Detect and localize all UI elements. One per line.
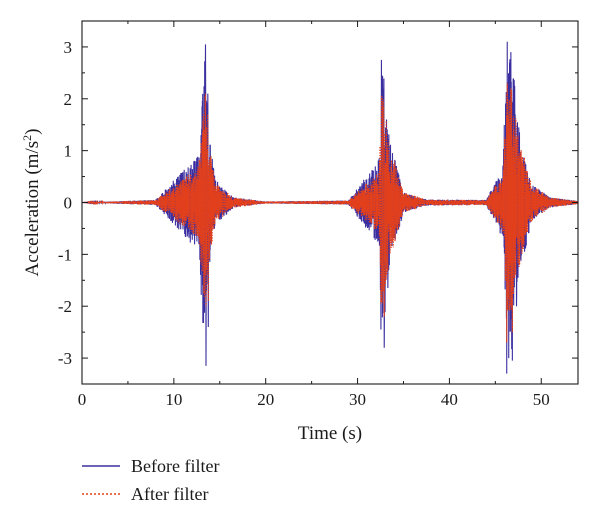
series-line-after-filter — [82, 83, 578, 343]
y-tick-label: -1 — [58, 245, 72, 264]
x-axis-title: Time (s) — [298, 423, 362, 444]
y-axis-title-main: Acceleration (m/s — [22, 141, 43, 277]
x-tick-label: 50 — [533, 390, 550, 409]
x-tick-label: 20 — [257, 390, 274, 409]
legend: Before filter After filter — [82, 456, 219, 504]
y-tick-label: -2 — [58, 297, 72, 316]
x-tick-label: 30 — [349, 390, 366, 409]
y-tick-label: 0 — [64, 194, 73, 213]
x-tick-label: 0 — [78, 390, 87, 409]
legend-label-after-filter: After filter — [131, 484, 208, 504]
y-tick-label: 1 — [64, 142, 73, 161]
y-axis-title-superscript: 2 — [20, 135, 34, 141]
y-axis-title: Acceleration (m/s2) — [20, 129, 43, 277]
y-tick-label: -3 — [58, 349, 72, 368]
y-tick-label: 2 — [64, 90, 73, 109]
series-layer — [82, 41, 578, 374]
legend-label-before-filter: Before filter — [131, 456, 219, 476]
y-tick-label: 3 — [64, 38, 73, 57]
y-axis-title-tail: ) — [22, 129, 43, 135]
x-tick-label: 40 — [441, 390, 458, 409]
x-tick-label: 10 — [165, 390, 182, 409]
axis-ticks: 0 10 20 30 40 50 -3 -2 -1 0 1 2 3 — [58, 20, 578, 409]
